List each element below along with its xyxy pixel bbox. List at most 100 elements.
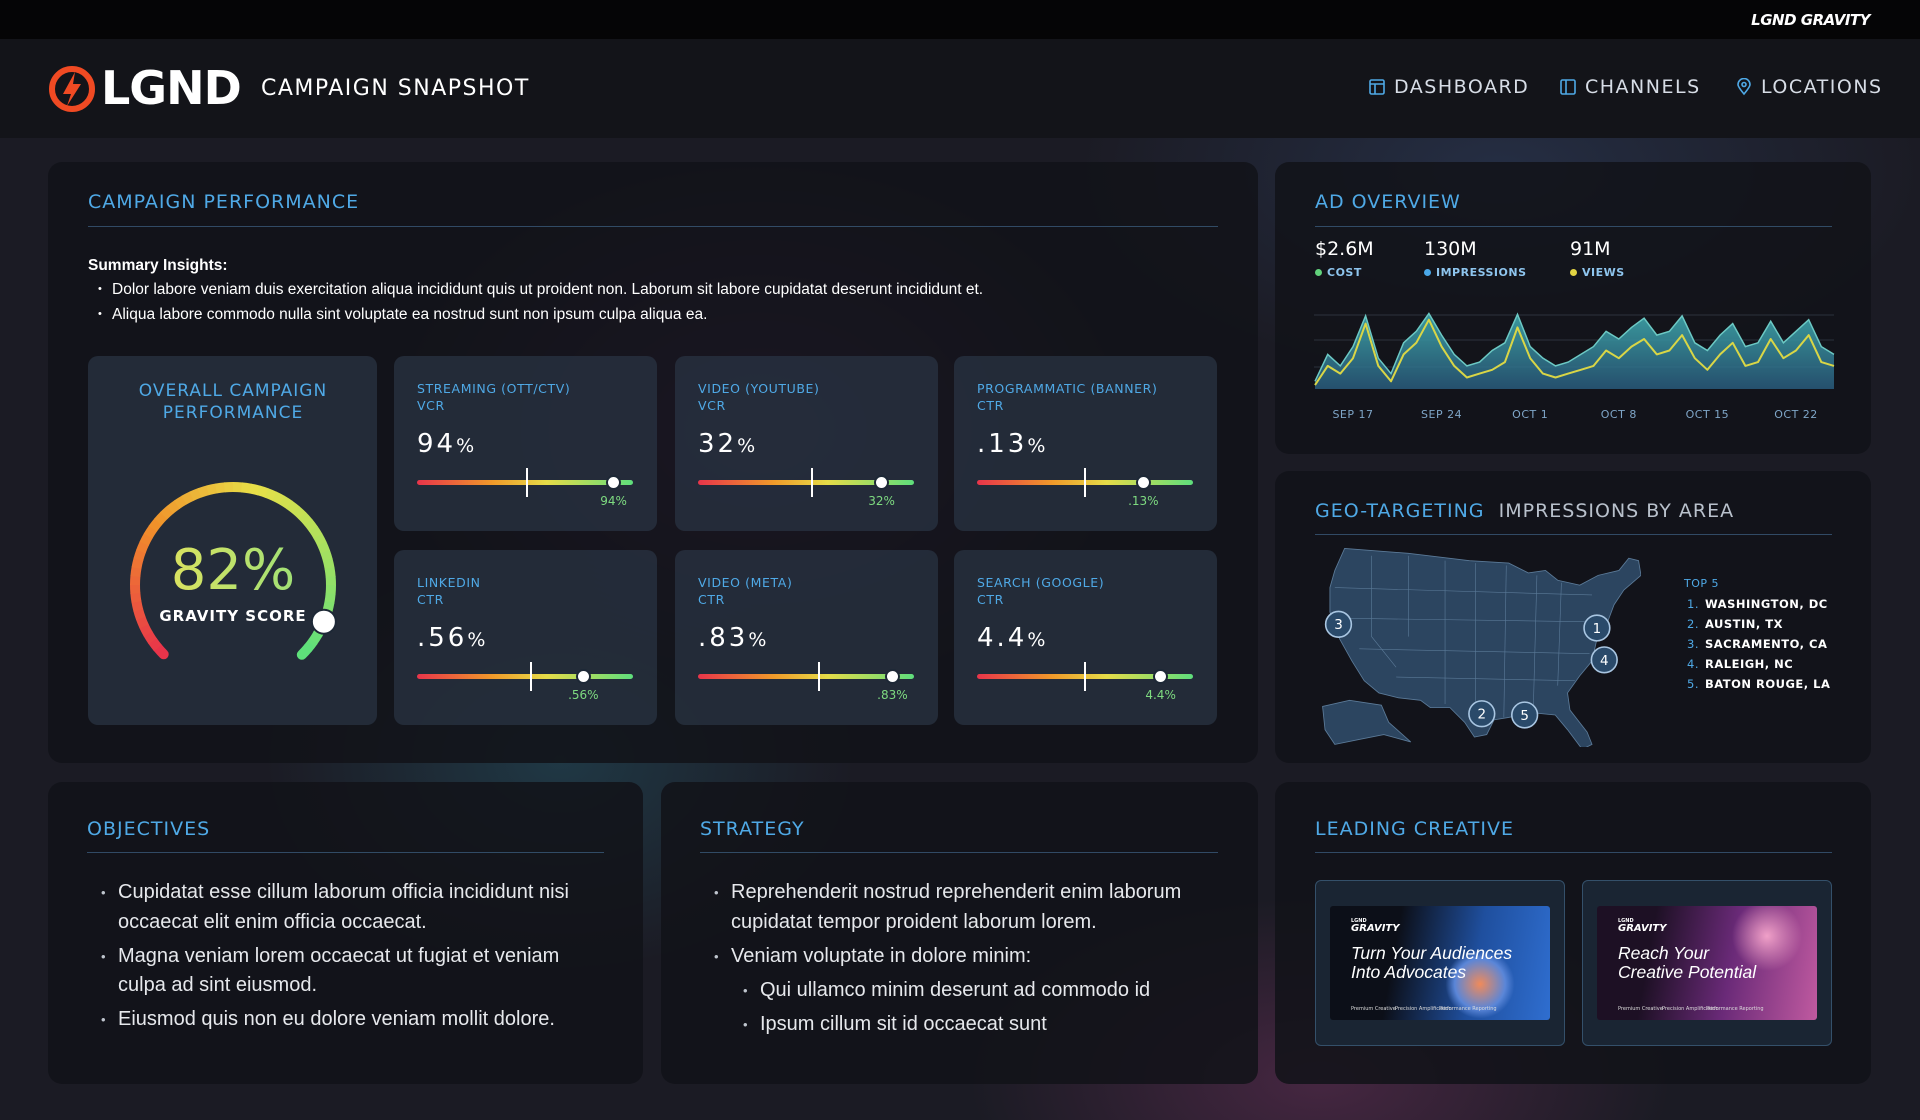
panel-title: CAMPAIGN PERFORMANCE [88,191,360,213]
page-title: CAMPAIGN SNAPSHOT [261,76,530,101]
slider-label: 32% [868,494,895,508]
legend-dot [1424,269,1431,276]
slider-benchmark [1084,662,1086,691]
title-sub: IMPRESSIONS BY AREA [1498,500,1735,522]
nav-label: LOCATIONS [1761,76,1883,98]
name: BATON ROUGE, LA [1705,677,1831,691]
unit: % [1027,629,1046,651]
gauge-arc [308,631,323,645]
headline: Into Advocates [1351,962,1467,982]
area-line [1314,312,1835,382]
rank: 3. [1687,637,1699,651]
label: VIEWS [1582,266,1625,279]
nav-item[interactable]: LOCATIONS [1735,76,1883,98]
channel: VIDEO (META) [698,575,793,590]
value: 32 [868,494,884,508]
divider [1315,226,1832,227]
top-bar [0,0,1920,39]
rank: 5. [1687,677,1699,691]
gauge-arc [154,511,168,526]
nav-icon [1368,78,1386,96]
gauge-arc [139,623,153,637]
metric-label: LINKEDIN CTR [417,574,481,608]
slider-benchmark [526,468,529,497]
top-item: 2. AUSTIN, TX [1687,617,1783,631]
slider-knob [606,475,622,490]
metric-label: VIDEO (YOUTUBE) VCR [698,380,820,414]
divider [88,226,1218,227]
value: .56 [568,688,588,702]
unit: % [467,629,486,651]
bullet-item: Veniam voluptate in dolore minim: [714,942,1211,972]
metric-card [675,550,938,725]
x-tick-label: OCT 22 [1774,408,1818,421]
channel: SEARCH (GOOGLE) [977,575,1105,590]
value: .13 [977,429,1028,459]
slider-track [698,480,914,485]
gauge-arc [148,518,163,532]
logo-icon [49,66,95,112]
footer-text: Performance Reporting [1439,1006,1497,1012]
slider-track [417,480,633,485]
x-tick-label: SEP 24 [1421,408,1462,421]
nav-label: CHANNELS [1585,76,1701,98]
headline: Reach Your [1618,943,1710,963]
bullet: • [98,307,102,320]
gauge-arc [279,495,293,510]
logo: LGND [101,61,242,115]
top-title: TOP 5 [1684,577,1720,590]
sub-bullet-item: Ipsum cillum sit id occaecat sunt [743,1010,1211,1040]
nav-label: DASHBOARD [1394,76,1530,98]
gauge-arc [166,500,181,514]
map-marker [1510,701,1539,729]
icon [1560,79,1576,95]
metric-label: STREAMING (OTT/CTV) VCR [417,380,570,414]
brand: LGND GRAVITY [1751,11,1870,29]
metric: CTR [698,592,725,607]
nav-icon [1735,78,1753,96]
metric-card [954,356,1217,531]
top-item: 5. BATON ROUGE, LA [1687,677,1830,691]
channel: PROGRAMMATIC (BANNER) [977,381,1158,396]
rank: 1. [1687,597,1699,611]
unit: % [587,688,599,702]
slider-label: .13% [1128,494,1159,508]
slider-knob [884,669,900,684]
metric: VCR [698,398,726,413]
gauge-arc [148,637,162,652]
metric-card [954,550,1217,725]
slider-benchmark [1084,468,1086,497]
area-fill [1315,313,1834,389]
bullet-item: Magna veniam lorem occaecat ut fugiat et… [101,942,598,1001]
ad-chart: SEP 17 SEP 24 OCT 1 OCT 8 OCT 15 OCT 22 [1314,312,1835,421]
kpi-label: VIEWS [1570,266,1625,279]
gauge-arc [152,642,169,660]
divider [1315,534,1832,535]
brand: GRAVITY [1351,923,1400,934]
slider-knob [874,475,890,490]
marker-label: 3 [1334,617,1343,633]
gauge-arc [257,485,269,498]
metric: CTR [417,592,444,607]
metric-label: SEARCH (GOOGLE) CTR [977,574,1104,608]
channel: STREAMING (OTT/CTV) [417,381,571,396]
metric-label: PROGRAMMATIC (BANNER) CTR [977,380,1157,414]
slider-track [417,674,633,679]
objectives-list: Cupidatat esse cillum laborum officia in… [101,878,598,1039]
unit: % [896,688,908,702]
gauge-arc [249,483,261,496]
nav-item[interactable]: DASHBOARD [1368,76,1529,98]
gauge-arc [181,491,195,505]
rank: 4. [1687,657,1699,671]
gauge-arc [143,525,158,539]
nav-item[interactable]: CHANNELS [1559,76,1701,98]
kpi-value: 91M [1570,238,1611,260]
title-accent: GEO-TARGETING [1315,500,1485,522]
channel: VIDEO (YOUTUBE) [698,381,820,396]
kpi-label: COST [1315,266,1362,279]
sub-bullet-item: Qui ullamco minim deserunt ad commodo id [743,976,1211,1006]
metric: CTR [977,398,1004,413]
top-item: 3. SACRAMENTO, CA [1687,637,1827,651]
unit: % [883,494,895,508]
